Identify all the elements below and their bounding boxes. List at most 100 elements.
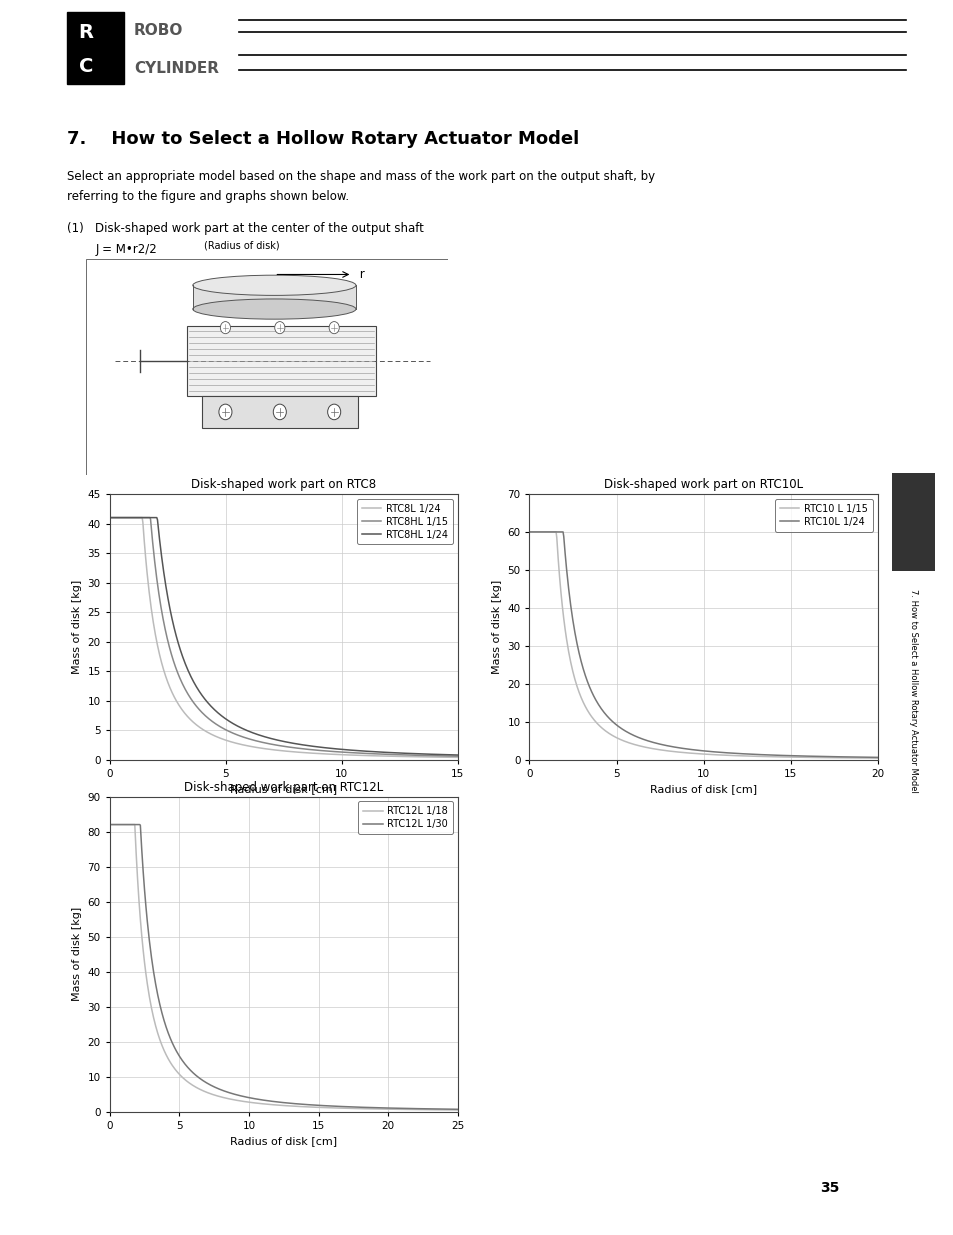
Circle shape (273, 404, 286, 420)
RTC12L 1/30 (270, 1094, 281, 1109)
RTC8L 1/24 (293, 745, 304, 760)
Text: (Radius of disk): (Radius of disk) (204, 241, 279, 251)
Line: RTC8L 1/24: RTC8L 1/24 (111, 517, 457, 757)
RTC8HL 1/15 (443, 748, 455, 763)
Circle shape (274, 321, 285, 333)
RTC8L 1/24 (270, 742, 281, 757)
Circle shape (218, 404, 232, 420)
RTC8HL 1/24 (389, 746, 400, 761)
RTC10L 1/24 (689, 742, 700, 757)
RTC10 L 1/15 (712, 747, 723, 762)
RTC10 L 1/15 (871, 751, 882, 766)
RTC12L 1/30 (293, 1097, 304, 1112)
Bar (187, 326, 375, 395)
Text: ROBO: ROBO (133, 22, 183, 38)
Text: r: r (355, 268, 364, 282)
Bar (67, 12, 124, 84)
RTC12L 1/18 (270, 1098, 281, 1113)
RTC10 L 1/15 (691, 746, 702, 761)
Line: RTC8HL 1/24: RTC8HL 1/24 (111, 517, 457, 755)
Text: 7. How to Select a Hollow Rotary Actuator Model: 7. How to Select a Hollow Rotary Actuato… (908, 589, 917, 793)
RTC10L 1/24 (808, 748, 820, 763)
Text: CYLINDER: CYLINDER (133, 61, 218, 75)
RTC12L 1/18 (443, 1103, 455, 1118)
RTC12L 1/18 (272, 1098, 283, 1113)
Legend: RTC10 L 1/15, RTC10L 1/24: RTC10 L 1/15, RTC10L 1/24 (774, 499, 872, 531)
X-axis label: Radius of disk [cm]: Radius of disk [cm] (649, 784, 757, 794)
RTC10L 1/24 (712, 745, 723, 760)
RTC8HL 1/15 (105, 510, 116, 525)
RTC8HL 1/24 (272, 732, 283, 747)
Ellipse shape (193, 275, 355, 295)
RTC12L 1/30 (452, 1102, 463, 1116)
Line: RTC8HL 1/15: RTC8HL 1/15 (111, 517, 457, 756)
Line: RTC12L 1/30: RTC12L 1/30 (111, 825, 457, 1109)
RTC10 L 1/15 (689, 746, 700, 761)
Circle shape (220, 321, 231, 333)
Bar (891, 473, 934, 571)
Text: R: R (78, 23, 93, 42)
RTC10L 1/24 (871, 750, 882, 764)
RTC10 L 1/15 (524, 525, 536, 540)
RTC8L 1/24 (272, 743, 283, 758)
RTC8L 1/24 (105, 510, 116, 525)
RTC8HL 1/15 (293, 741, 304, 756)
RTC8HL 1/24 (443, 747, 455, 762)
RTC10 L 1/15 (862, 751, 874, 766)
X-axis label: Radius of disk [cm]: Radius of disk [cm] (230, 784, 337, 794)
RTC8HL 1/15 (452, 748, 463, 763)
RTC12L 1/30 (105, 818, 116, 832)
RTC10 L 1/15 (731, 748, 742, 763)
Y-axis label: Mass of disk [kg]: Mass of disk [kg] (491, 579, 501, 674)
RTC12L 1/30 (389, 1100, 400, 1115)
RTC10L 1/24 (524, 525, 536, 540)
RTC12L 1/18 (293, 1099, 304, 1114)
Y-axis label: Mass of disk [kg]: Mass of disk [kg] (71, 579, 82, 674)
RTC8HL 1/24 (312, 740, 323, 755)
RTC8HL 1/15 (389, 747, 400, 762)
RTC8HL 1/15 (312, 742, 323, 757)
Title: Disk-shaped work part on RTC12L: Disk-shaped work part on RTC12L (184, 781, 383, 794)
Legend: RTC8L 1/24, RTC8HL 1/15, RTC8HL 1/24: RTC8L 1/24, RTC8HL 1/15, RTC8HL 1/24 (356, 499, 453, 545)
RTC12L 1/18 (389, 1102, 400, 1116)
Circle shape (327, 404, 340, 420)
Legend: RTC12L 1/18, RTC12L 1/30: RTC12L 1/18, RTC12L 1/30 (358, 802, 453, 834)
Text: 7.    How to Select a Hollow Rotary Actuator Model: 7. How to Select a Hollow Rotary Actuato… (67, 130, 578, 148)
Ellipse shape (193, 299, 355, 319)
Y-axis label: Mass of disk [kg]: Mass of disk [kg] (71, 906, 82, 1002)
Text: referring to the figure and graphs shown below.: referring to the figure and graphs shown… (67, 190, 349, 204)
RTC8HL 1/15 (270, 737, 281, 752)
X-axis label: Radius of disk [cm]: Radius of disk [cm] (230, 1136, 337, 1146)
RTC8HL 1/24 (452, 747, 463, 762)
Text: C: C (78, 57, 92, 75)
Bar (193, 285, 355, 309)
RTC8HL 1/24 (293, 737, 304, 752)
Bar (202, 395, 357, 429)
RTC12L 1/18 (105, 818, 116, 832)
RTC12L 1/18 (452, 1103, 463, 1118)
RTC10L 1/24 (731, 746, 742, 761)
Text: 35: 35 (820, 1181, 839, 1195)
RTC8HL 1/15 (272, 739, 283, 753)
Line: RTC10 L 1/15: RTC10 L 1/15 (530, 532, 877, 758)
Line: RTC10L 1/24: RTC10L 1/24 (530, 532, 877, 757)
RTC8HL 1/24 (105, 510, 116, 525)
Title: Disk-shaped work part on RTC10L: Disk-shaped work part on RTC10L (603, 478, 802, 492)
Circle shape (329, 321, 339, 333)
RTC8L 1/24 (443, 750, 455, 764)
RTC12L 1/30 (312, 1098, 323, 1113)
RTC8L 1/24 (389, 748, 400, 763)
Text: Select an appropriate model based on the shape and mass of the work part on the : Select an appropriate model based on the… (67, 170, 654, 184)
RTC10 L 1/15 (808, 750, 820, 764)
RTC8L 1/24 (452, 750, 463, 764)
Line: RTC12L 1/18: RTC12L 1/18 (111, 825, 457, 1110)
RTC10L 1/24 (691, 742, 702, 757)
RTC10L 1/24 (862, 750, 874, 764)
RTC8L 1/24 (312, 746, 323, 761)
Text: (1)   Disk-shaped work part at the center of the output shaft: (1) Disk-shaped work part at the center … (67, 222, 423, 236)
RTC12L 1/30 (272, 1094, 283, 1109)
Text: J = M•r2/2: J = M•r2/2 (95, 243, 157, 257)
Title: Disk-shaped work part on RTC8: Disk-shaped work part on RTC8 (191, 478, 376, 492)
RTC12L 1/18 (312, 1100, 323, 1115)
RTC8HL 1/24 (270, 732, 281, 747)
